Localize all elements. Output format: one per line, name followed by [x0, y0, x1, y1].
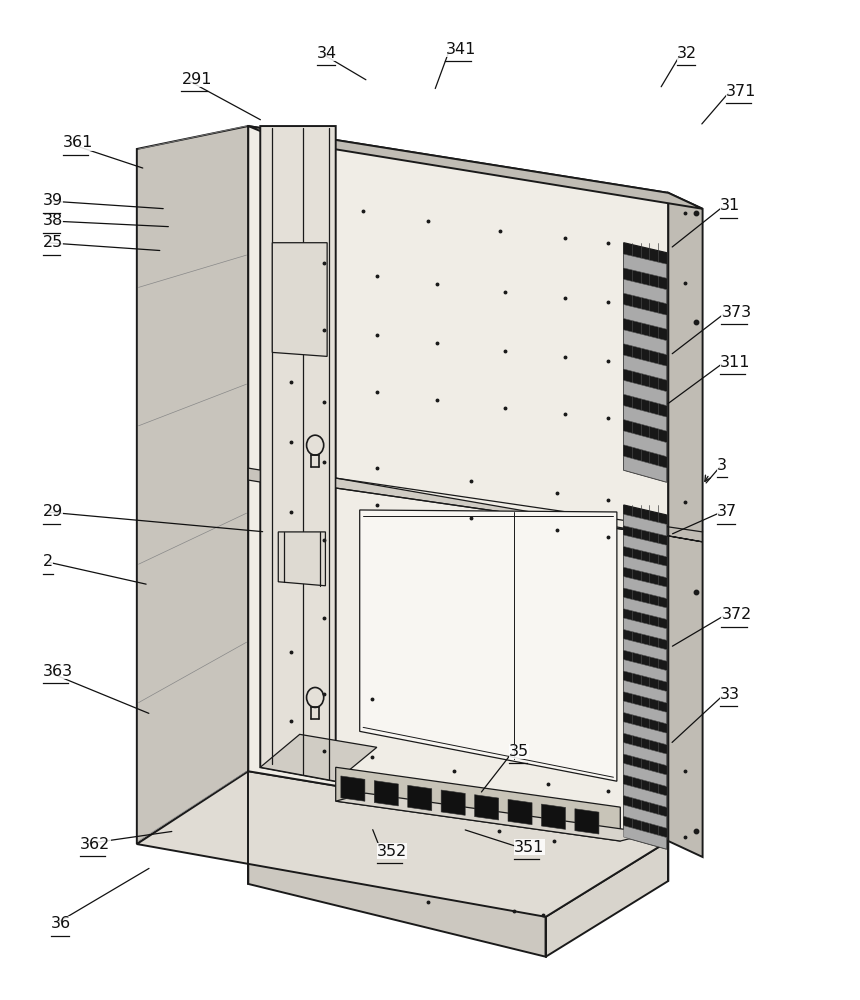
Polygon shape — [624, 639, 666, 661]
Polygon shape — [624, 514, 666, 536]
Text: 311: 311 — [720, 355, 750, 370]
Polygon shape — [624, 577, 666, 598]
Text: 37: 37 — [717, 504, 737, 519]
Text: 361: 361 — [63, 135, 94, 150]
Polygon shape — [249, 468, 261, 482]
Polygon shape — [624, 431, 666, 457]
Polygon shape — [624, 597, 666, 619]
Text: 3: 3 — [717, 458, 728, 473]
Polygon shape — [137, 771, 668, 917]
Text: 372: 372 — [722, 607, 752, 622]
Polygon shape — [546, 841, 668, 957]
Polygon shape — [624, 380, 666, 406]
Text: 39: 39 — [42, 193, 63, 208]
Polygon shape — [624, 505, 666, 849]
Text: 371: 371 — [726, 84, 756, 99]
Text: 29: 29 — [42, 504, 63, 519]
Polygon shape — [279, 532, 325, 586]
Polygon shape — [624, 660, 666, 682]
Text: 291: 291 — [181, 72, 212, 87]
Text: 35: 35 — [509, 744, 529, 759]
Polygon shape — [624, 279, 666, 304]
Polygon shape — [273, 243, 327, 356]
Polygon shape — [249, 126, 668, 841]
Polygon shape — [335, 793, 651, 841]
Text: 363: 363 — [42, 664, 72, 679]
Polygon shape — [624, 826, 666, 849]
Polygon shape — [249, 126, 703, 209]
Polygon shape — [261, 734, 377, 781]
Polygon shape — [624, 254, 666, 278]
Polygon shape — [624, 743, 666, 766]
Polygon shape — [624, 722, 666, 745]
Polygon shape — [624, 701, 666, 724]
Text: 351: 351 — [514, 840, 544, 855]
Polygon shape — [542, 804, 566, 829]
Polygon shape — [668, 193, 703, 857]
Polygon shape — [261, 126, 335, 781]
Polygon shape — [624, 330, 666, 355]
Polygon shape — [624, 305, 666, 329]
Polygon shape — [508, 799, 532, 825]
Polygon shape — [624, 618, 666, 640]
Polygon shape — [624, 556, 666, 578]
Polygon shape — [249, 771, 546, 957]
Text: 34: 34 — [316, 46, 337, 61]
Polygon shape — [624, 243, 666, 482]
Polygon shape — [624, 355, 666, 380]
Polygon shape — [475, 795, 499, 820]
Polygon shape — [624, 805, 666, 828]
Text: 341: 341 — [445, 42, 476, 57]
Polygon shape — [624, 763, 666, 786]
Text: 38: 38 — [42, 213, 63, 228]
Polygon shape — [624, 535, 666, 557]
Polygon shape — [137, 126, 249, 844]
Text: 36: 36 — [51, 916, 71, 931]
Text: 2: 2 — [42, 554, 52, 569]
Polygon shape — [624, 456, 666, 482]
Text: 362: 362 — [80, 837, 110, 852]
Polygon shape — [374, 781, 398, 806]
Text: 33: 33 — [720, 687, 740, 702]
Polygon shape — [624, 406, 666, 431]
Text: 25: 25 — [42, 235, 63, 250]
Polygon shape — [624, 784, 666, 807]
Polygon shape — [359, 510, 617, 781]
Polygon shape — [408, 785, 432, 811]
Text: 31: 31 — [720, 198, 740, 213]
Text: 32: 32 — [677, 46, 697, 61]
Polygon shape — [335, 478, 703, 542]
Polygon shape — [341, 776, 365, 801]
Polygon shape — [335, 767, 620, 841]
Text: 373: 373 — [722, 305, 752, 320]
Polygon shape — [574, 809, 599, 834]
Polygon shape — [441, 790, 465, 815]
Text: 352: 352 — [377, 844, 407, 859]
Polygon shape — [624, 680, 666, 703]
